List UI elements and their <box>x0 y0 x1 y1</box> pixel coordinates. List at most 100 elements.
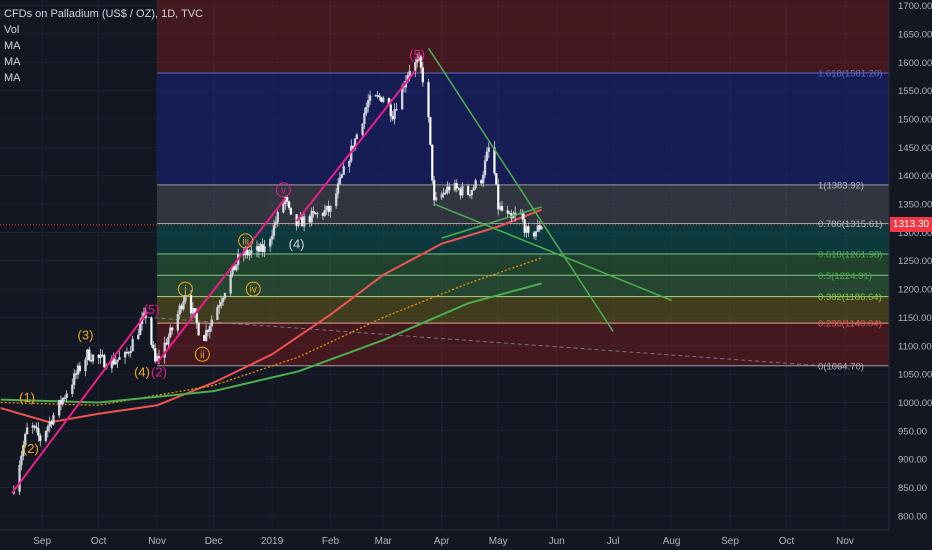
wave-label-circle <box>194 346 210 362</box>
candle-body <box>259 244 262 252</box>
price-tick-label: 1000.00 <box>898 398 932 409</box>
candle-body <box>532 232 536 237</box>
candle-body <box>86 349 89 360</box>
candle-body <box>301 216 304 227</box>
candle-body <box>348 161 351 167</box>
candle-body <box>442 192 445 195</box>
candle-body <box>46 426 49 432</box>
time-tick-label: Apr <box>434 536 450 547</box>
chart-legend: CFDs on Palladium (US$ / OZ), 1D, TVC Vo… <box>4 6 203 86</box>
candle-body <box>165 342 168 345</box>
candle-body <box>314 212 317 215</box>
candle-body <box>500 205 504 211</box>
time-tick-label: Oct <box>779 536 795 547</box>
candle-body <box>78 365 81 372</box>
candle-body <box>73 373 76 385</box>
time-tick-label: Jun <box>549 536 565 547</box>
candle-body <box>203 335 206 341</box>
price-tick-label: 1650.00 <box>898 30 932 41</box>
candle-body <box>189 295 193 314</box>
wave-label: (4) <box>289 237 305 252</box>
candle-body <box>325 205 328 211</box>
candle-body <box>125 351 129 354</box>
legend-ma-2[interactable]: MA <box>4 56 21 68</box>
fib-band <box>157 253 890 276</box>
wave-label: (4) <box>134 364 150 379</box>
trend-lines <box>0 47 889 333</box>
candle-body <box>393 109 396 120</box>
candle-body <box>523 219 526 233</box>
candle-body <box>90 360 93 362</box>
candle-body <box>18 465 21 492</box>
price-tick-label: 1050.00 <box>898 370 932 381</box>
candle-body <box>429 117 432 145</box>
candle-body <box>395 109 398 111</box>
candle-body <box>35 426 38 429</box>
candle-body <box>335 193 338 207</box>
fib-band <box>157 73 890 185</box>
fib-band <box>157 223 890 254</box>
candle-body <box>103 355 106 368</box>
candle-body <box>176 314 179 331</box>
fib-level-label: 0.382(1186.64) <box>818 292 882 303</box>
time-tick-label: Sep <box>33 536 51 547</box>
candle-body <box>272 224 276 236</box>
candle-body <box>221 297 225 303</box>
candle-body <box>498 205 502 210</box>
time-tick-label: Dec <box>205 536 223 547</box>
candle-body <box>468 194 472 196</box>
candle-body <box>127 352 130 354</box>
legend-ma-1[interactable]: MA <box>4 40 21 52</box>
wave-label: iv <box>250 285 257 296</box>
candle-body <box>39 435 42 442</box>
candle-body <box>363 113 366 125</box>
price-tick-label: 1450.00 <box>898 143 932 154</box>
candle-body <box>31 425 34 428</box>
candle-body <box>235 264 238 271</box>
moving-average-line <box>0 282 542 404</box>
price-tick-label: 1600.00 <box>898 58 932 69</box>
candle-body <box>218 305 221 308</box>
price-tick-label: 1400.00 <box>898 171 932 182</box>
candle-body <box>182 301 185 310</box>
candle-body <box>88 349 91 361</box>
symbol-title[interactable]: CFDs on Palladium (US$ / OZ), 1D, TVC <box>4 8 204 20</box>
candle-body <box>33 425 36 428</box>
wave-label: (1) <box>19 390 35 405</box>
time-axis[interactable] <box>0 530 932 550</box>
candle-body <box>368 95 372 101</box>
candle-body <box>118 357 121 360</box>
candle-body <box>455 183 458 189</box>
price-tick-label: 1300.00 <box>898 228 932 239</box>
price-axis[interactable] <box>889 0 932 530</box>
candle-body <box>480 180 483 184</box>
candle-body <box>131 338 134 352</box>
candle-body <box>116 359 119 362</box>
candle-body <box>180 305 183 310</box>
candle-body <box>246 249 249 256</box>
candle-body <box>152 344 155 349</box>
candle-body <box>255 246 259 251</box>
candle-body <box>269 239 272 247</box>
candle-body <box>421 67 424 83</box>
candle-body <box>376 95 379 97</box>
candle-body <box>361 123 364 135</box>
candle-body <box>289 207 293 215</box>
candle-body <box>48 421 51 427</box>
candle-body <box>433 180 436 201</box>
trend-line <box>427 47 614 333</box>
time-tick-label: Nov <box>148 536 166 547</box>
candle-body <box>367 100 370 108</box>
candle-body <box>382 98 385 102</box>
legend-ma-3[interactable]: MA <box>4 72 21 84</box>
candle-body <box>25 427 29 435</box>
candle-body <box>137 334 140 340</box>
candle-body <box>274 222 277 225</box>
time-tick-label: Aug <box>663 536 681 547</box>
candle-body <box>50 421 53 425</box>
candle-body <box>521 213 524 220</box>
legend-vol[interactable]: Vol <box>4 24 20 36</box>
candle-body <box>427 81 430 118</box>
